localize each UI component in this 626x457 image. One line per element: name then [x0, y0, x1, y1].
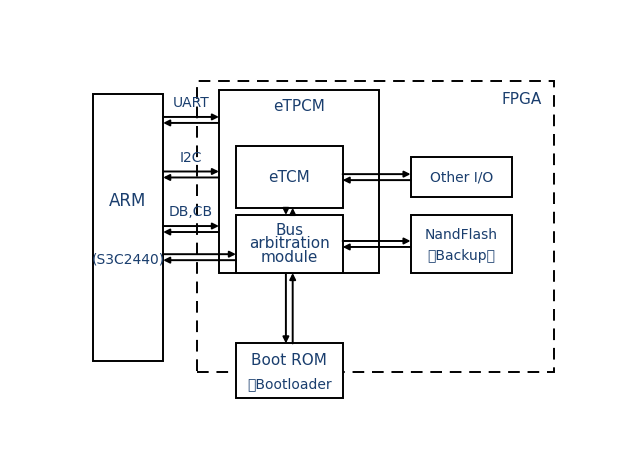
Text: eTCM: eTCM	[269, 170, 310, 185]
Text: ARM: ARM	[110, 191, 146, 209]
Text: Other I/O: Other I/O	[430, 170, 493, 184]
Bar	[197, 81, 553, 372]
Text: NandFlash: NandFlash	[425, 228, 498, 242]
Text: FPGA: FPGA	[501, 92, 541, 107]
Bar	[236, 146, 342, 208]
Bar	[219, 90, 379, 273]
Text: DB,CB: DB,CB	[169, 205, 213, 219]
Text: arbitration: arbitration	[249, 236, 330, 251]
Bar	[411, 157, 513, 197]
Text: module: module	[260, 250, 318, 265]
Bar	[236, 215, 342, 273]
Text: I2C: I2C	[180, 151, 202, 165]
Text: （Bootloader: （Bootloader	[247, 377, 332, 391]
Bar	[93, 94, 163, 361]
Text: eTPCM: eTPCM	[273, 99, 325, 114]
Text: （Backup）: （Backup）	[428, 249, 496, 263]
Text: (S3C2440): (S3C2440)	[91, 252, 165, 266]
Bar	[411, 215, 513, 273]
Bar	[236, 343, 342, 398]
Text: Boot ROM: Boot ROM	[252, 353, 327, 368]
Text: UART: UART	[173, 96, 210, 110]
Text: Bus: Bus	[275, 223, 304, 238]
